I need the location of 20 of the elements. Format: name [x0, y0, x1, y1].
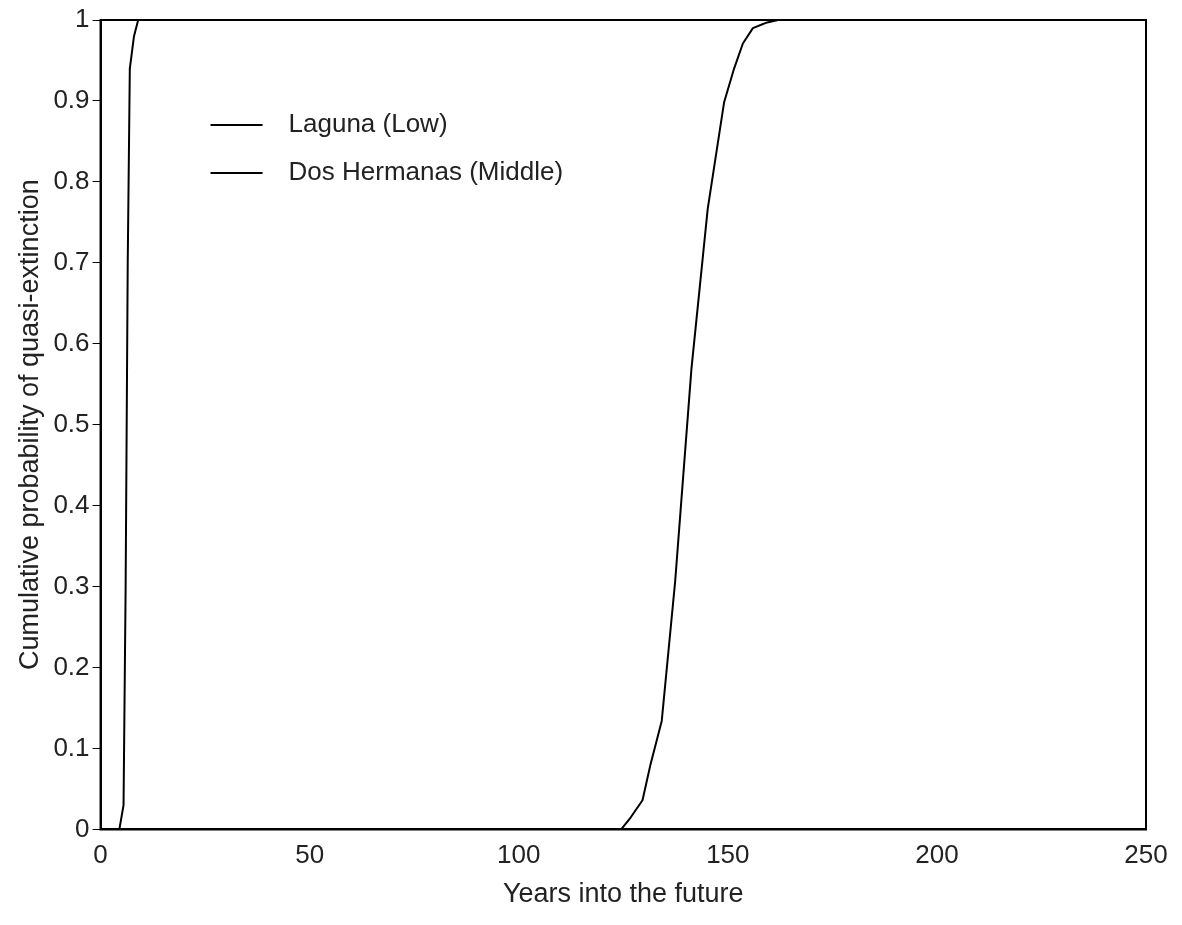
- x-tick-label: 150: [706, 839, 750, 870]
- x-axis-title: Years into the future: [502, 878, 744, 909]
- y-tick-label: 0.8: [53, 165, 90, 196]
- y-tick-label: 0.5: [53, 407, 90, 438]
- y-axis-title: Cumulative probability of quasi-extinction: [13, 179, 44, 671]
- y-tick-label: 0.6: [53, 326, 90, 357]
- y-tick-label: 0.1: [53, 731, 90, 762]
- y-tick-label: 0: [75, 812, 90, 843]
- y-tick-label: 0.9: [53, 84, 90, 115]
- y-tick-label: 0.2: [53, 650, 90, 681]
- y-tick-label: 0.7: [53, 245, 90, 276]
- legend-label: Laguna (Low): [288, 108, 448, 139]
- x-tick-label: 200: [915, 839, 959, 870]
- y-tick-label: 0.4: [53, 488, 90, 519]
- y-tick-label: 1: [75, 3, 90, 34]
- x-tick-label: 100: [497, 839, 541, 870]
- legend-label: Dos Hermanas (Middle): [288, 156, 564, 187]
- x-tick-label: 50: [295, 839, 325, 870]
- y-tick-label: 0.3: [53, 569, 90, 600]
- x-tick-label: 250: [1124, 839, 1168, 870]
